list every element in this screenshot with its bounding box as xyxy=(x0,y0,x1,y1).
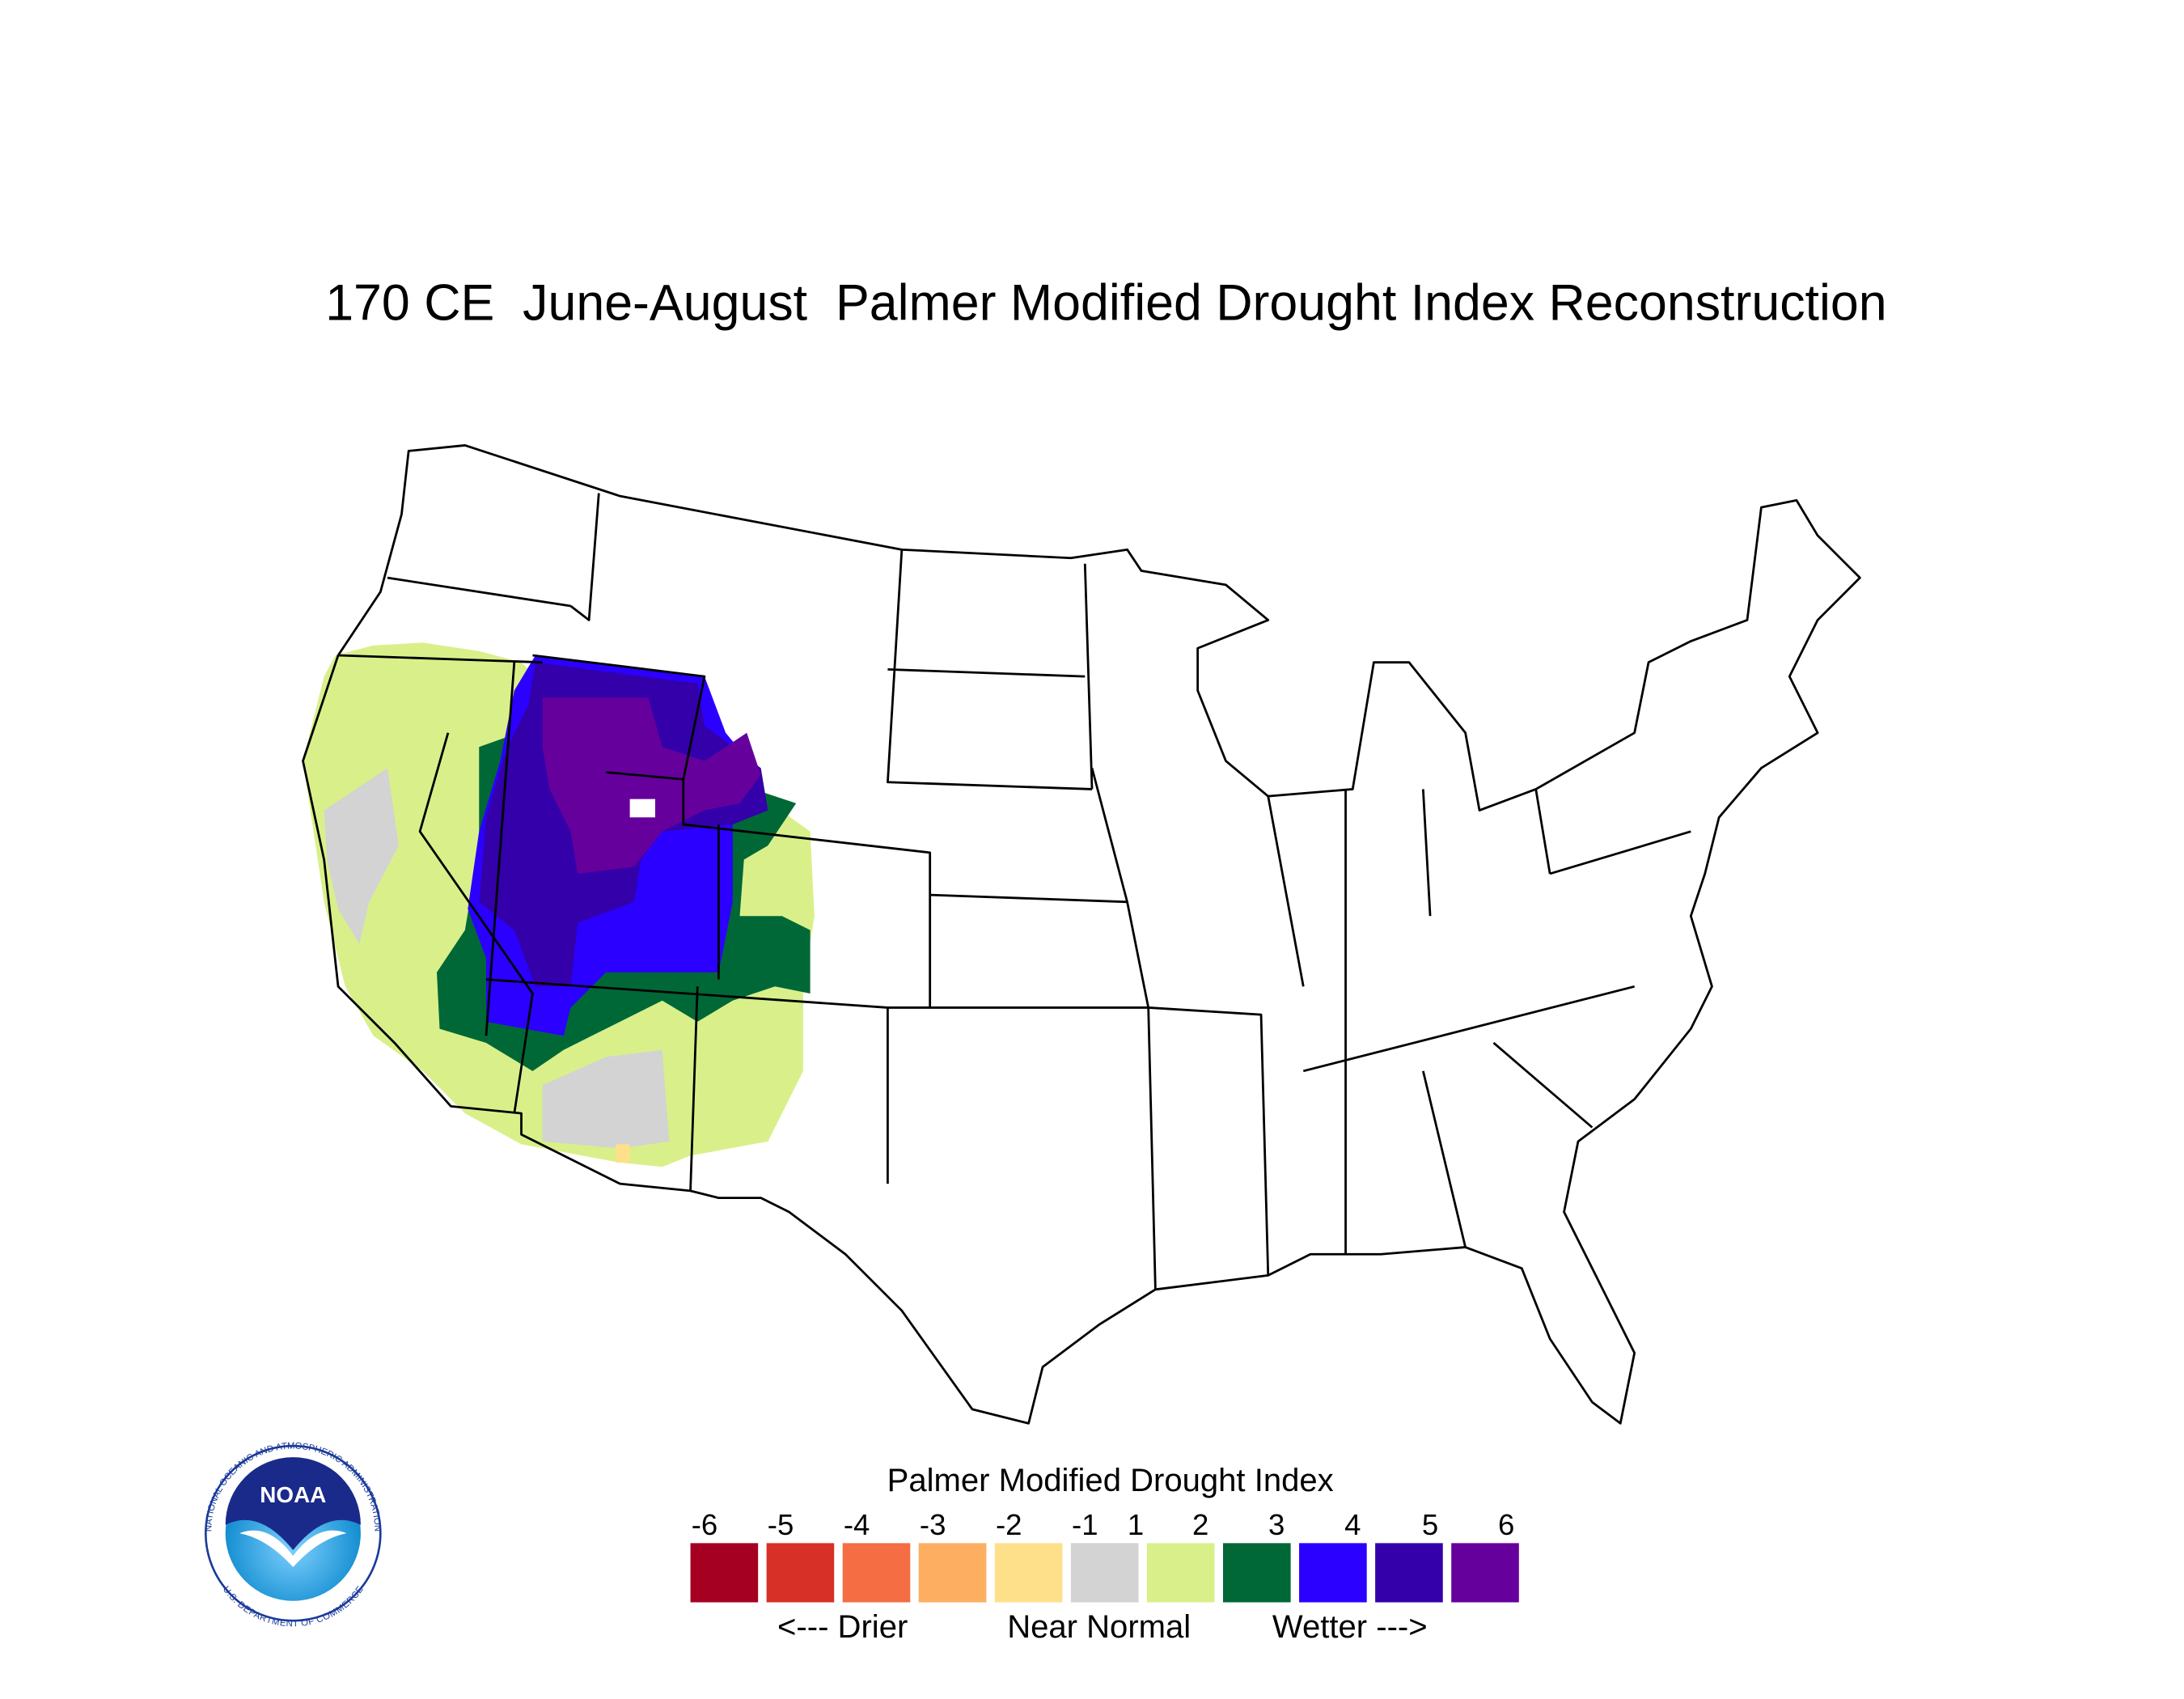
legend-swatch xyxy=(766,1543,835,1603)
index-region xyxy=(616,1144,630,1163)
state-lines xyxy=(338,493,1691,1290)
legend-title: Palmer Modified Drought Index xyxy=(887,1463,1334,1498)
legend-tick-label: 5 xyxy=(1422,1508,1438,1541)
legend-swatch xyxy=(918,1543,987,1603)
legend-swatch xyxy=(994,1543,1063,1603)
legend-tick-label: 4 xyxy=(1344,1508,1361,1541)
legend-swatch xyxy=(1299,1543,1367,1603)
legend-tick-label: -3 xyxy=(920,1508,946,1541)
legend-swatch xyxy=(690,1543,759,1603)
legend-caption: Near Normal xyxy=(1007,1609,1191,1645)
legend-tick-label: -2 xyxy=(996,1508,1022,1541)
legend-tick-label: 3 xyxy=(1268,1508,1285,1541)
logo-gull xyxy=(239,1530,347,1567)
legend-tick-label: -5 xyxy=(768,1508,794,1541)
legend-tick-label: 2 xyxy=(1192,1508,1208,1541)
legend-tick-label: 1 xyxy=(1128,1508,1144,1541)
legend-swatch xyxy=(1223,1543,1291,1603)
legend-tick-label: -1 xyxy=(1072,1508,1098,1541)
index-region xyxy=(542,697,761,874)
legend-caption: <--- Drier xyxy=(777,1609,908,1645)
legend-swatch xyxy=(842,1543,911,1603)
legend-caption: Wetter ---> xyxy=(1272,1609,1428,1645)
legend-tick-label: -6 xyxy=(692,1508,718,1541)
legend-swatch xyxy=(1451,1543,1519,1603)
logo-text: NOAA xyxy=(260,1482,326,1507)
legend-swatch xyxy=(1070,1543,1139,1603)
state-outlines xyxy=(302,444,1861,1425)
legend: Palmer Modified Drought Index -6 -5 -4 -3 -2… xyxy=(690,1463,1519,1645)
legend-swatch xyxy=(1146,1543,1215,1603)
noaa-logo: NOAA NATIONAL OCEANIC AND ATMOSPHERIC AD… xyxy=(204,1442,382,1629)
missing-cell xyxy=(629,799,655,818)
legend-tick-label: 6 xyxy=(1498,1508,1514,1541)
map-title: 170 CE June-August Palmer Modified Droug… xyxy=(325,274,1886,331)
index-region xyxy=(324,768,399,945)
index-region xyxy=(542,1049,670,1149)
legend-tick-label: -4 xyxy=(844,1508,870,1541)
legend-swatch xyxy=(1375,1543,1443,1603)
logo-sky xyxy=(225,1457,361,1551)
index-regions xyxy=(303,642,815,1167)
